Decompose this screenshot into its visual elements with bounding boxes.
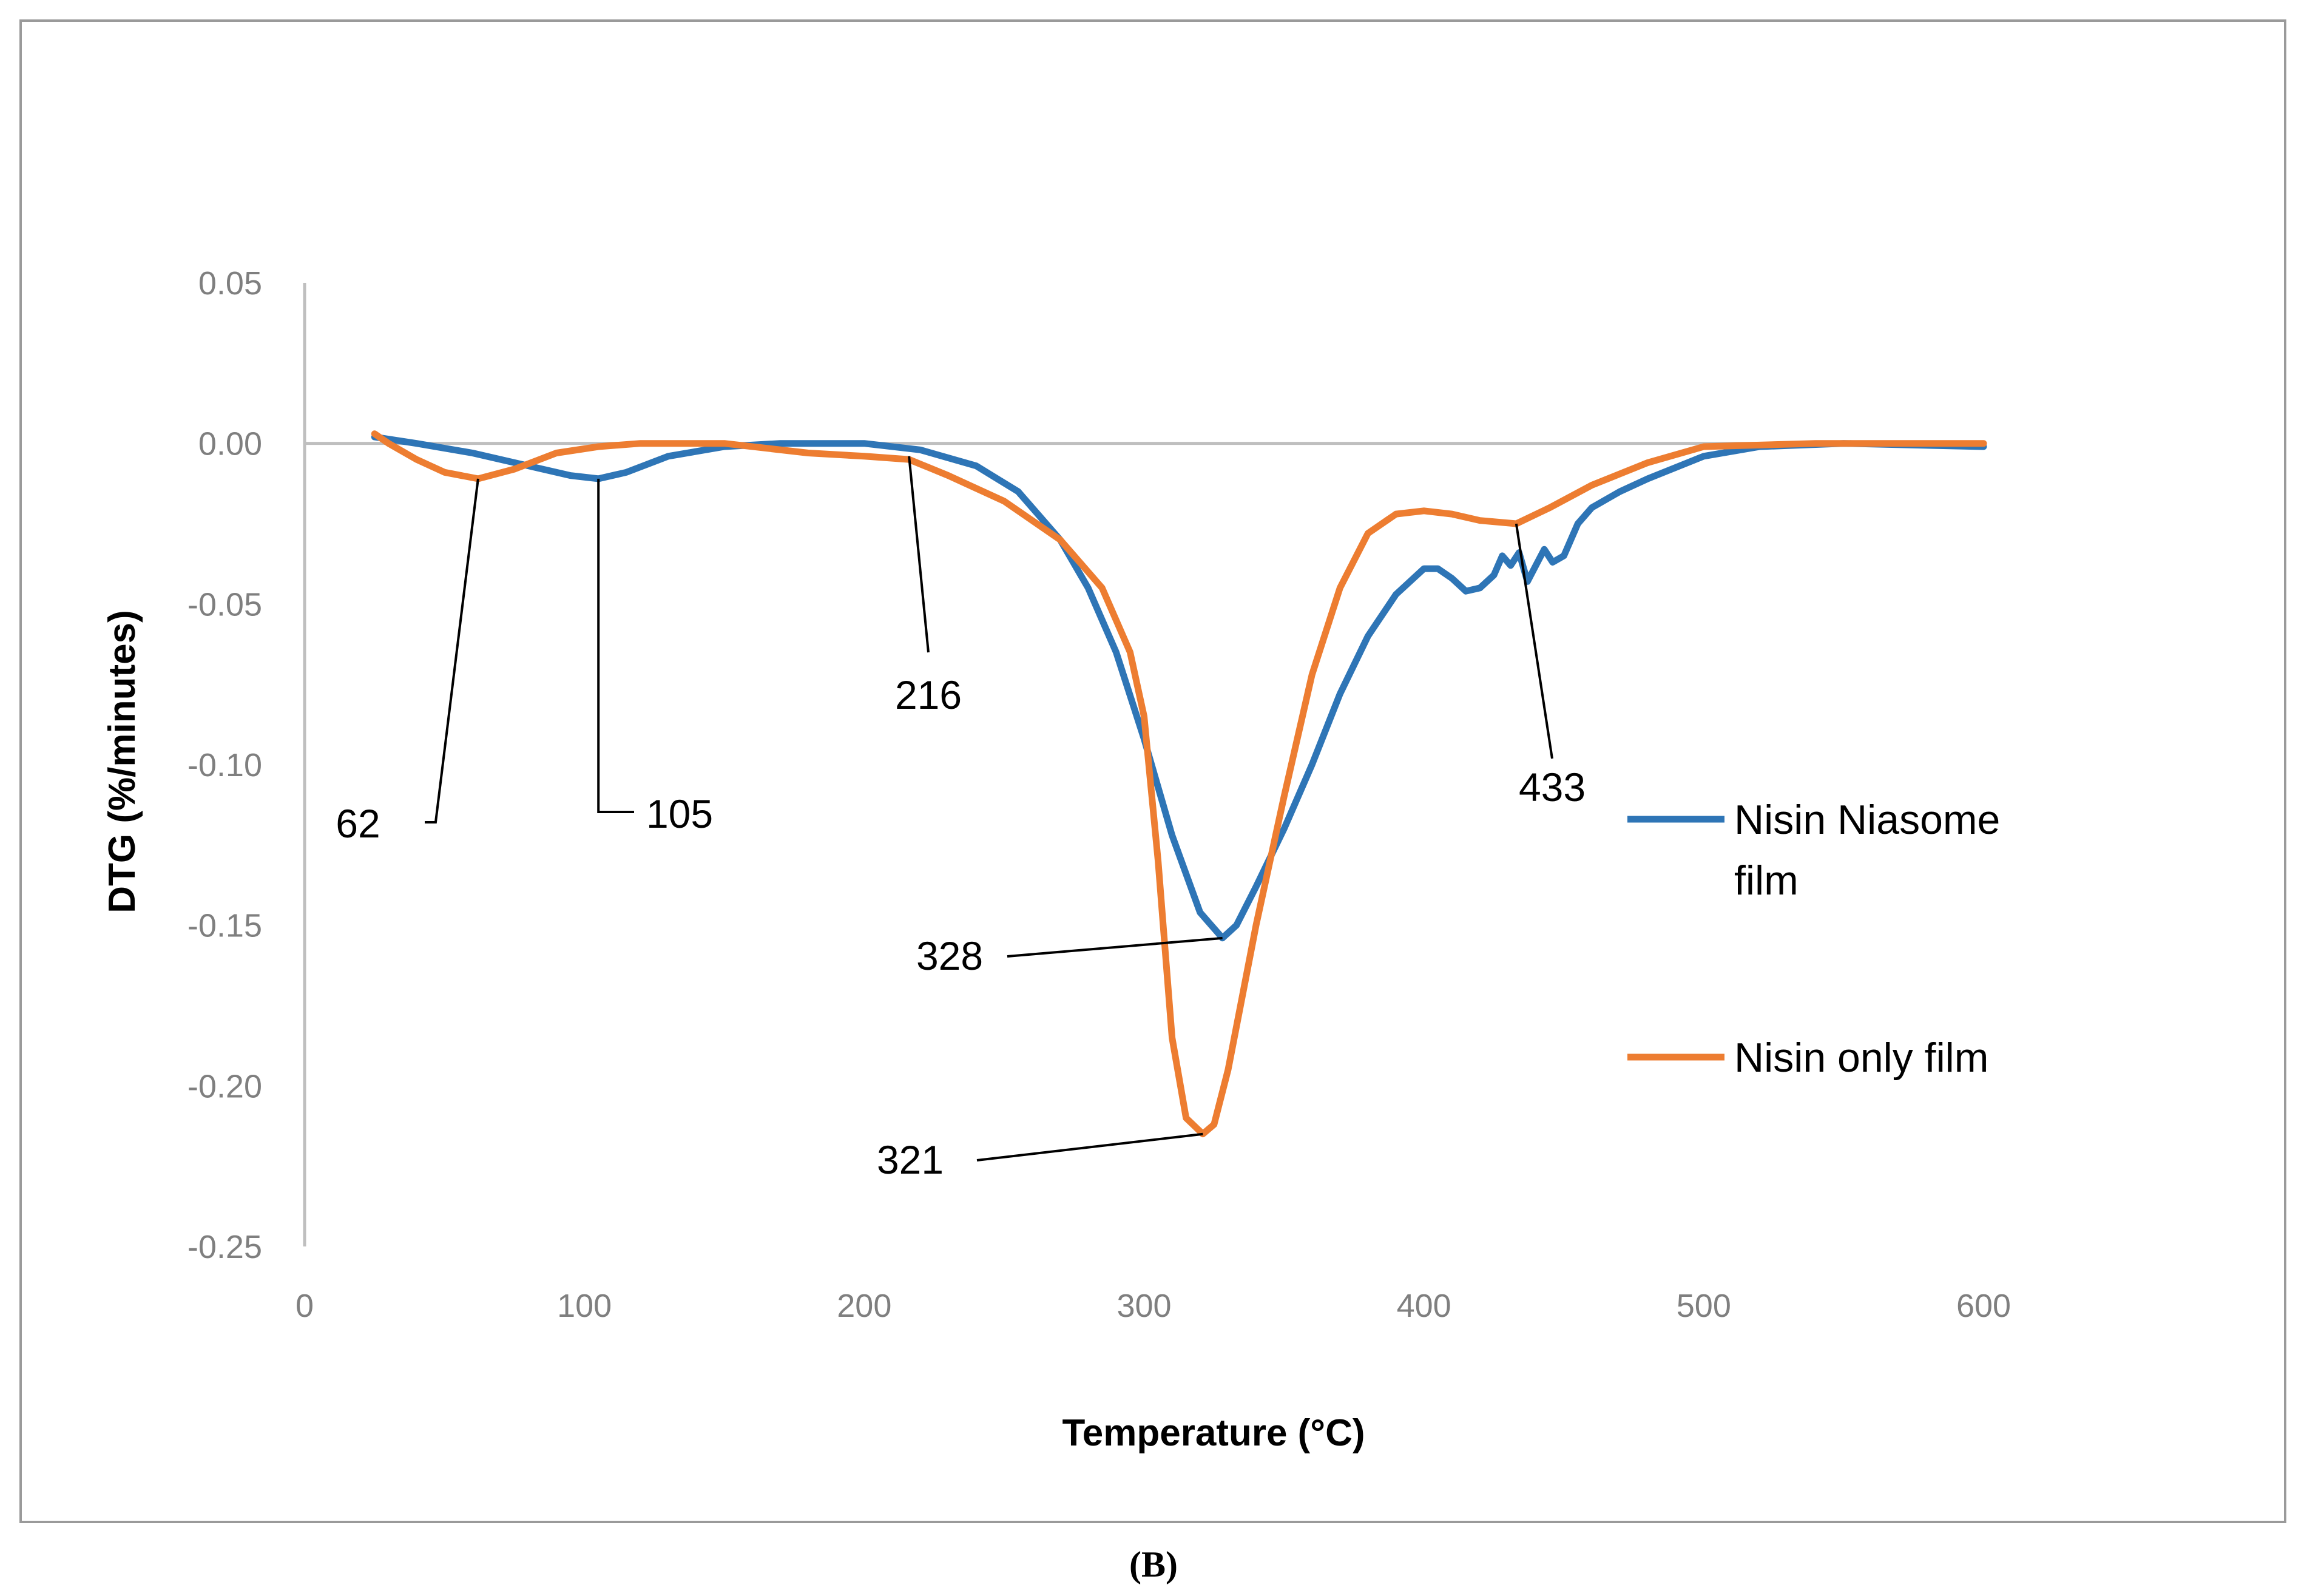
annotation-leader-321 (976, 1132, 1203, 1161)
y-tick-label-2: -0.05 (187, 586, 262, 623)
x-axis-title: Temperature (°C) (1062, 1412, 1365, 1454)
annotation-label-216: 216 (895, 672, 962, 717)
annotation-leader-62 (425, 478, 479, 823)
x-tick-label-3: 300 (1116, 1288, 1171, 1324)
annotation-label-105: 105 (646, 791, 713, 836)
y-tick-label-3: -0.10 (187, 747, 262, 783)
legend-label-nisin-niasome-film: Nisin Niasome film (1734, 797, 2000, 904)
y-tick-label-0: 0.05 (198, 265, 262, 302)
y-axis-title: DTG (%/minutes) (101, 610, 143, 913)
x-tick-label-6: 600 (1956, 1288, 2011, 1324)
x-tick-label-4: 400 (1397, 1288, 1451, 1324)
annotation-leader-105 (597, 478, 634, 813)
series-line-nisin-only-film (371, 430, 1987, 1138)
legend-label-nisin-only-film: Nisin only film (1734, 1035, 1988, 1081)
annotation-label-328: 328 (916, 933, 983, 978)
panel-label: (B) (1129, 1544, 1178, 1584)
annotation-leader-216 (908, 456, 930, 653)
annotation-layer: 62 105 216 328 321 433 (336, 456, 1586, 1182)
x-tick-label-1: 100 (557, 1288, 612, 1324)
x-tick-label-0: 0 (296, 1288, 314, 1324)
series-layer (371, 430, 1987, 1138)
annotation-label-433: 433 (1519, 765, 1586, 810)
tick-label-layer: 0.05 0.00 -0.05 -0.10 -0.15 -0.20 -0.25 0 100 200… (187, 265, 2011, 1324)
y-tick-label-5: -0.20 (187, 1068, 262, 1104)
y-tick-label-1: 0.00 (198, 426, 262, 462)
annotation-leader-328 (1007, 936, 1223, 958)
y-tick-label-4: -0.15 (187, 908, 262, 944)
y-tick-label-6: -0.25 (187, 1229, 262, 1265)
x-tick-label-5: 500 (1677, 1288, 1731, 1324)
x-tick-label-2: 200 (837, 1288, 891, 1324)
legend: Nisin Niasome film Nisin only film (1627, 797, 2000, 1081)
annotation-label-321: 321 (877, 1137, 944, 1182)
annotation-label-62: 62 (336, 801, 380, 846)
annotation-leader-433 (1515, 523, 1553, 759)
